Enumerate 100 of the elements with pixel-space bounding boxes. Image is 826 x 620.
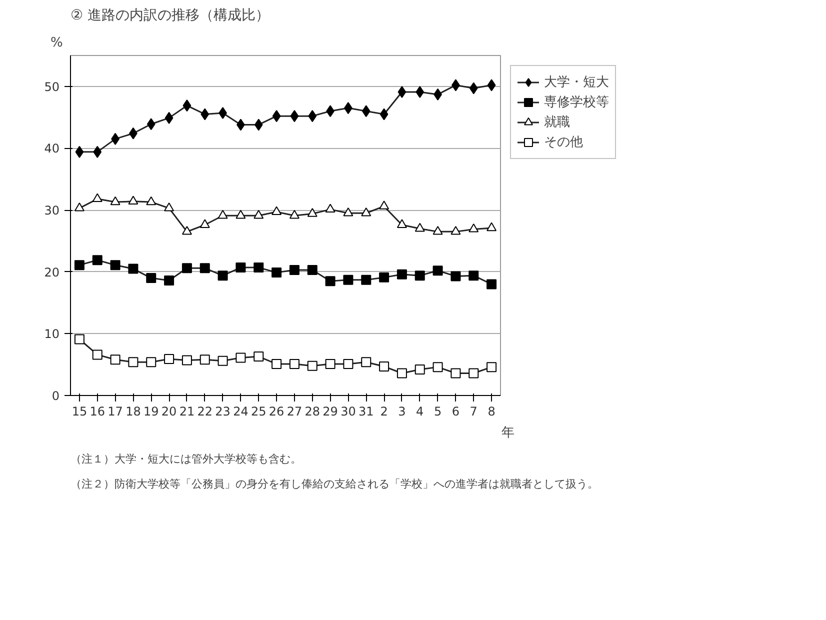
x-tick-label: 7 xyxy=(470,404,478,418)
point xyxy=(450,368,461,378)
x-tick-label: 16 xyxy=(90,404,106,418)
x-tick-label: 4 xyxy=(416,404,424,418)
legend-label: 大学・短大 xyxy=(544,74,609,91)
point xyxy=(110,196,120,206)
point xyxy=(343,207,354,216)
y-tick-label: 50 xyxy=(44,80,60,94)
point xyxy=(182,100,192,112)
point xyxy=(272,358,282,369)
text: （注１）大学・短大には管外大学校等も含む。 xyxy=(70,452,302,466)
x-tick-label: 31 xyxy=(358,404,374,418)
x-tick-label: 30 xyxy=(340,404,356,418)
point xyxy=(218,270,228,281)
x-tick-label: 19 xyxy=(143,404,159,418)
point xyxy=(146,273,156,284)
point xyxy=(92,193,102,202)
point xyxy=(432,362,443,372)
point xyxy=(416,86,424,98)
point xyxy=(290,110,299,122)
legend-label: 専修学校等 xyxy=(544,94,609,111)
point xyxy=(325,276,336,286)
point xyxy=(272,267,282,278)
point xyxy=(307,208,318,217)
point xyxy=(218,356,228,366)
x-tick-label: 17 xyxy=(108,404,123,418)
point xyxy=(486,362,497,372)
point xyxy=(414,222,425,232)
y-tick-label: 30 xyxy=(44,204,60,218)
point xyxy=(398,86,406,98)
point xyxy=(307,360,318,371)
x-tick-label: 20 xyxy=(161,404,177,418)
point xyxy=(325,204,336,213)
point xyxy=(487,79,496,92)
x-tick-label: 22 xyxy=(197,404,213,418)
point xyxy=(254,352,264,362)
point xyxy=(432,266,443,276)
point xyxy=(200,108,210,120)
legend-label: その他 xyxy=(544,134,583,151)
point xyxy=(414,364,425,375)
point xyxy=(74,334,84,344)
point xyxy=(164,202,174,212)
text: （注２）防衛大学校等「公務員」の身分を有し俸給の支給される「学校」への進学者は就職者として扱う。 xyxy=(70,478,598,490)
point xyxy=(182,355,192,366)
x-tick-label: 2 xyxy=(380,404,388,418)
point xyxy=(164,276,174,286)
point xyxy=(200,354,210,365)
point xyxy=(74,260,84,270)
point xyxy=(164,354,174,364)
x-tick-label: 24 xyxy=(233,404,248,418)
y-axis-title: % xyxy=(50,36,63,50)
x-tick-label: 29 xyxy=(322,404,338,418)
point xyxy=(468,270,479,281)
point xyxy=(379,200,390,210)
point xyxy=(272,110,281,122)
point xyxy=(396,219,407,228)
x-tick-label: 3 xyxy=(398,404,406,418)
x-tick-label: 25 xyxy=(250,404,266,418)
point xyxy=(396,269,407,280)
point xyxy=(361,207,372,216)
x-axis-title: 年 xyxy=(502,426,514,440)
point xyxy=(486,279,497,290)
y-tick-label: 10 xyxy=(44,327,60,342)
point xyxy=(110,260,120,270)
point xyxy=(164,112,174,124)
point xyxy=(289,358,300,369)
point xyxy=(379,361,390,372)
point xyxy=(254,210,264,219)
point xyxy=(414,270,425,281)
point xyxy=(128,264,138,274)
point xyxy=(307,265,318,276)
point xyxy=(110,354,120,365)
point xyxy=(236,262,246,273)
point xyxy=(343,358,354,369)
point xyxy=(93,146,102,158)
point xyxy=(308,110,317,122)
y-tick-label: 40 xyxy=(44,142,60,156)
point xyxy=(361,274,372,285)
x-tick-label: 23 xyxy=(215,404,230,418)
point xyxy=(396,368,407,378)
x-tick-label: 8 xyxy=(488,404,496,418)
point xyxy=(92,255,102,266)
x-tick-label: 6 xyxy=(452,404,460,418)
x-tick-label: 15 xyxy=(72,404,88,418)
point xyxy=(468,368,479,378)
point xyxy=(361,357,372,368)
point xyxy=(380,108,388,120)
point xyxy=(468,224,479,232)
point xyxy=(379,272,390,282)
point xyxy=(74,202,84,212)
point xyxy=(182,263,192,274)
x-tick-label: 21 xyxy=(179,404,195,418)
x-tick-label: 28 xyxy=(304,404,320,418)
point xyxy=(218,210,228,219)
x-tick-label: 27 xyxy=(286,404,302,418)
point xyxy=(254,262,264,273)
point xyxy=(92,350,102,360)
point xyxy=(254,118,263,131)
x-tick-label: 18 xyxy=(126,404,141,418)
point xyxy=(432,226,443,235)
